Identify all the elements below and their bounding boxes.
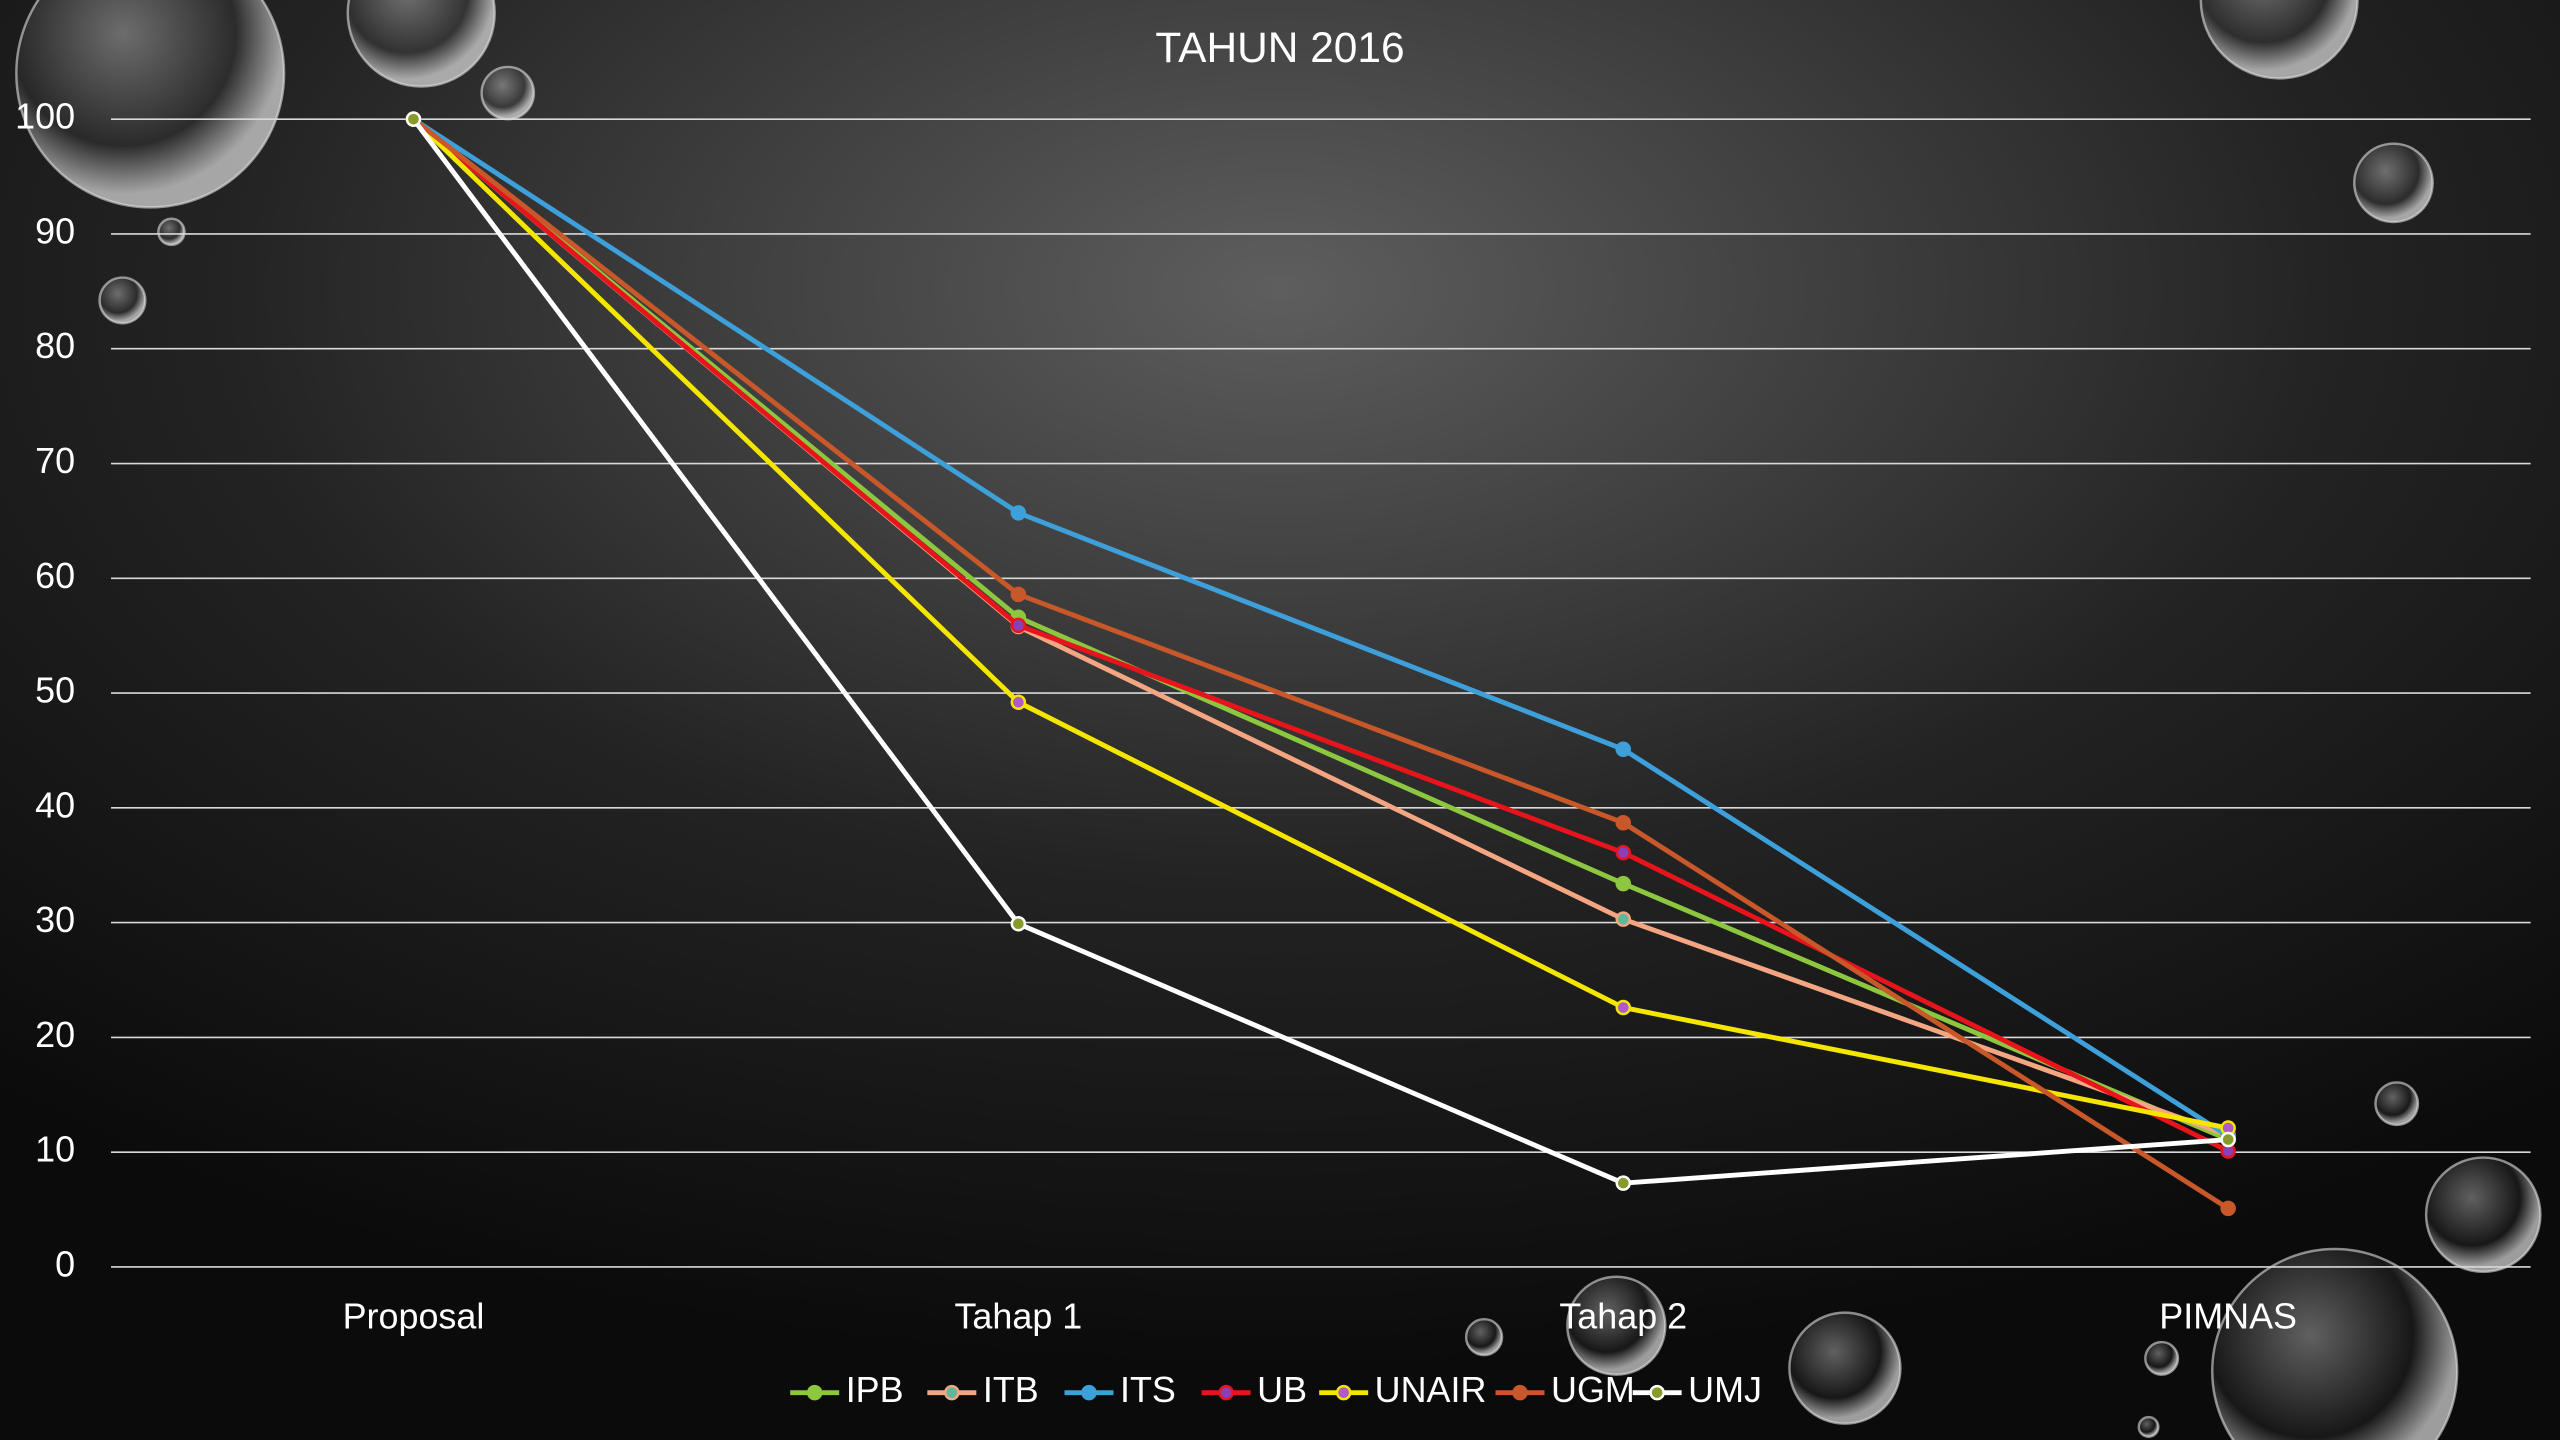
legend-marker bbox=[1218, 1384, 1234, 1401]
series bbox=[405, 111, 2236, 1191]
legend-label: ITB bbox=[983, 1369, 1039, 1410]
marker bbox=[1010, 586, 1027, 603]
line bbox=[411, 117, 2229, 1131]
legend-marker bbox=[1081, 1384, 1097, 1401]
marker bbox=[1615, 844, 1632, 861]
marker bbox=[1615, 1175, 1632, 1191]
legend-label: UMJ bbox=[1688, 1369, 1762, 1410]
legend-marker bbox=[1512, 1384, 1528, 1401]
legend-label: UNAIR bbox=[1375, 1369, 1487, 1410]
x-tick-label: Tahap 1 bbox=[954, 1296, 1082, 1337]
x-tick-label: Proposal bbox=[343, 1296, 485, 1337]
y-tick-label: 30 bbox=[35, 899, 75, 940]
x-tick-label: Tahap 2 bbox=[1559, 1296, 1687, 1337]
y-tick-label: 80 bbox=[35, 325, 75, 366]
line bbox=[411, 117, 2230, 1142]
y-tick-label: 10 bbox=[35, 1129, 75, 1170]
marker bbox=[1010, 617, 1027, 634]
legend-label: UB bbox=[1257, 1369, 1307, 1410]
y-tick-label: 20 bbox=[35, 1014, 75, 1055]
marker bbox=[405, 111, 422, 127]
y-tick-label: 100 bbox=[15, 96, 75, 137]
marker bbox=[1010, 916, 1027, 932]
legend-marker bbox=[1335, 1384, 1352, 1401]
legend-label: ITS bbox=[1120, 1369, 1176, 1410]
bubbles bbox=[15, 0, 2542, 1440]
line bbox=[411, 117, 2230, 1154]
y-tick-label: 90 bbox=[35, 210, 75, 251]
legend-marker bbox=[1649, 1384, 1665, 1401]
y-tick-label: 70 bbox=[35, 440, 75, 481]
x-tick-label: PIMNAS bbox=[2159, 1296, 2297, 1337]
legend-label: IPB bbox=[846, 1369, 904, 1410]
marker bbox=[2220, 1200, 2236, 1217]
line bbox=[412, 117, 2230, 1139]
legend-marker bbox=[806, 1384, 823, 1401]
marker bbox=[2220, 1131, 2236, 1148]
y-tick-label: 0 bbox=[55, 1243, 75, 1284]
legend-marker bbox=[944, 1384, 960, 1401]
marker bbox=[1010, 505, 1027, 521]
y-tick-label: 50 bbox=[35, 670, 75, 711]
y-tick-label: 40 bbox=[35, 784, 75, 825]
marker bbox=[1615, 999, 1632, 1016]
line bbox=[411, 117, 2230, 1211]
chart-title: TAHUN 2016 bbox=[1155, 24, 1404, 71]
marker bbox=[1615, 875, 1632, 892]
line bbox=[411, 117, 2229, 1186]
legend-label: UGM bbox=[1551, 1369, 1635, 1410]
marker bbox=[1615, 815, 1632, 831]
marker bbox=[1615, 911, 1632, 927]
marker bbox=[1010, 694, 1027, 710]
y-tick-label: 60 bbox=[35, 555, 75, 596]
marker bbox=[1615, 741, 1632, 758]
